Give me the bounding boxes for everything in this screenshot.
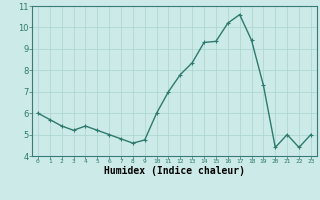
X-axis label: Humidex (Indice chaleur): Humidex (Indice chaleur) — [104, 166, 245, 176]
